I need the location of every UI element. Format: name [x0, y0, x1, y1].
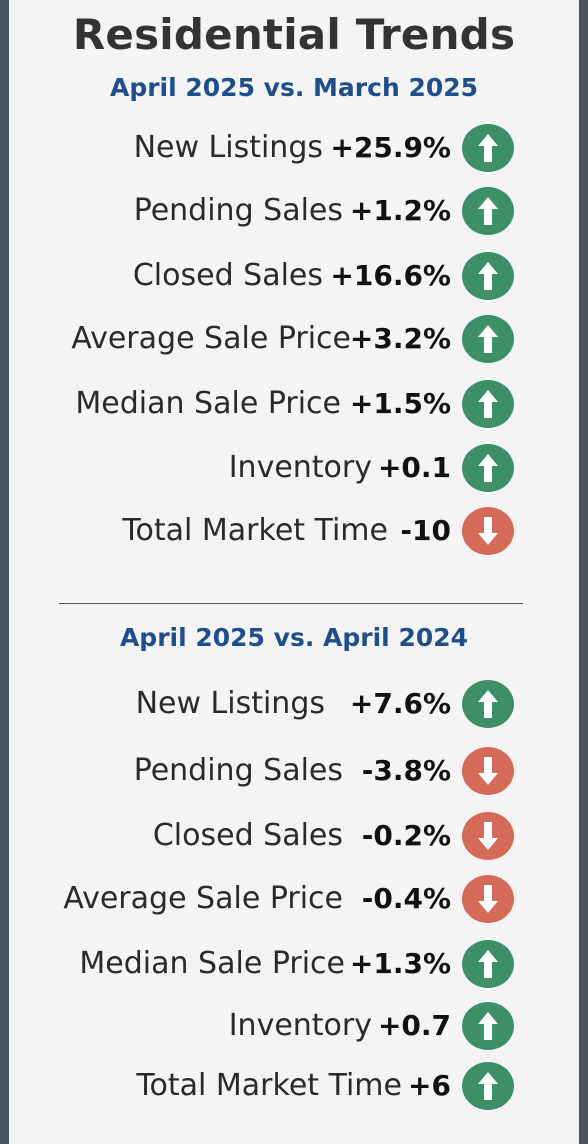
trend-label: Pending Sales — [133, 753, 343, 788]
trend-row: Closed Sales -0.2% — [9, 810, 579, 862]
arrow-down-icon — [478, 517, 498, 545]
arrow-up-icon — [462, 444, 514, 492]
arrow-up-icon — [478, 690, 498, 718]
trend-row: Closed Sales +16.6% — [9, 250, 579, 302]
trend-value: +16.6% — [330, 259, 451, 292]
trend-label: New Listings — [135, 686, 325, 721]
trend-label: Median Sale Price — [79, 946, 345, 981]
trend-label: Median Sale Price — [75, 386, 341, 421]
trend-row: Total Market Time +6 — [9, 1060, 579, 1112]
trend-value: -0.4% — [361, 882, 451, 915]
arrow-up-icon — [478, 134, 498, 162]
trend-value: -10 — [400, 514, 451, 547]
trend-row: New Listings +25.9% — [9, 122, 579, 174]
arrow-up-icon — [462, 187, 514, 235]
trend-row: Median Sale Price +1.3% — [9, 938, 579, 990]
arrow-up-icon — [462, 252, 514, 300]
arrow-up-icon — [478, 1072, 498, 1100]
arrow-down-icon — [478, 757, 498, 785]
trend-row: Inventory +0.7 — [9, 1000, 579, 1052]
trend-value: +7.6% — [349, 687, 451, 720]
arrow-down-icon — [478, 885, 498, 913]
arrow-up-icon — [478, 454, 498, 482]
trend-value: -0.2% — [361, 819, 451, 852]
trend-label: Inventory — [228, 450, 372, 485]
trend-value: +0.1 — [377, 451, 451, 484]
trend-label: New Listings — [133, 130, 323, 165]
trend-row: Pending Sales -3.8% — [9, 745, 579, 797]
arrow-up-icon — [478, 325, 498, 353]
trend-label: Closed Sales — [132, 258, 323, 293]
arrow-up-icon — [478, 390, 498, 418]
trend-label: Total Market Time — [136, 1068, 402, 1103]
arrow-down-icon — [462, 507, 514, 555]
trend-row: New Listings +7.6% — [9, 678, 579, 730]
trend-value: +1.3% — [349, 947, 451, 980]
arrow-down-icon — [478, 822, 498, 850]
trend-label: Average Sale Price — [63, 881, 343, 916]
trend-label: Inventory — [228, 1008, 372, 1043]
section-heading-month-over-month: April 2025 vs. March 2025 — [109, 73, 479, 102]
trend-row: Inventory +0.1 — [9, 442, 579, 494]
trend-value: +3.2% — [349, 322, 451, 355]
residential-trends-panel: Residential Trends April 2025 vs. March … — [9, 0, 579, 1144]
arrow-up-icon — [478, 950, 498, 978]
arrow-up-icon — [462, 680, 514, 728]
trend-row: Pending Sales +1.2% — [9, 185, 579, 237]
arrow-down-icon — [462, 747, 514, 795]
trend-value: +1.5% — [349, 387, 451, 420]
section-divider — [59, 603, 523, 604]
trend-value: -3.8% — [361, 754, 451, 787]
arrow-up-icon — [478, 1012, 498, 1040]
trend-value: +0.7 — [377, 1009, 451, 1042]
trend-row: Median Sale Price +1.5% — [9, 378, 579, 430]
arrow-down-icon — [462, 812, 514, 860]
arrow-up-icon — [462, 1062, 514, 1110]
arrow-up-icon — [462, 940, 514, 988]
trend-label: Closed Sales — [152, 818, 343, 853]
trend-label: Average Sale Price — [71, 321, 351, 356]
trend-row: Average Sale Price -0.4% — [9, 873, 579, 925]
trend-label: Pending Sales — [133, 193, 343, 228]
trend-label: Total Market Time — [122, 513, 388, 548]
trend-value: +25.9% — [330, 131, 451, 164]
trend-value: +1.2% — [349, 194, 451, 227]
arrow-up-icon — [462, 1002, 514, 1050]
arrow-down-icon — [462, 875, 514, 923]
arrow-up-icon — [478, 197, 498, 225]
arrow-up-icon — [462, 124, 514, 172]
arrow-up-icon — [462, 380, 514, 428]
trend-value: +6 — [408, 1069, 451, 1102]
arrow-up-icon — [478, 262, 498, 290]
trend-row: Total Market Time -10 — [9, 505, 579, 557]
section-heading-year-over-year: April 2025 vs. April 2024 — [119, 623, 469, 652]
page-title: Residential Trends — [72, 10, 516, 59]
arrow-up-icon — [462, 315, 514, 363]
trend-row: Average Sale Price +3.2% — [9, 313, 579, 365]
